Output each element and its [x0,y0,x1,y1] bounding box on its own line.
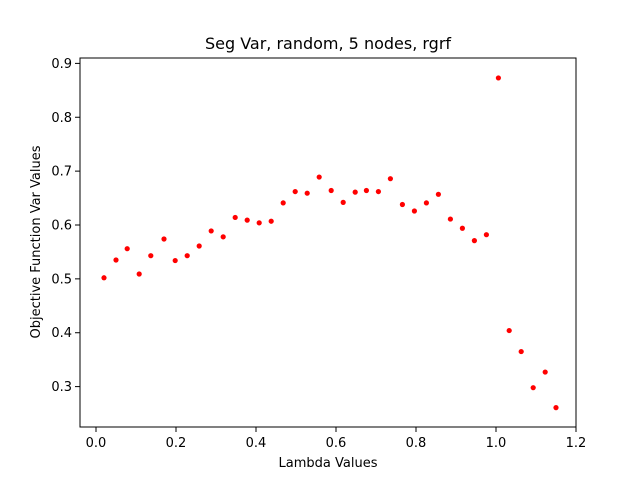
data-point [411,208,417,214]
data-point [208,228,214,234]
x-tick-label: 0.8 [406,436,427,451]
data-point [340,199,346,205]
x-tick-label: 1.0 [486,436,507,451]
data-point [232,214,238,221]
data-point [471,238,477,244]
x-tick-label: 0.6 [326,436,347,451]
y-axis: 0.3 0.4 0.5 0.6 0.7 0.8 0.9 [51,57,80,395]
data-point [244,217,250,223]
data-point [196,243,202,249]
y-tick-label: 0.7 [51,165,72,180]
data-point [495,75,501,81]
data-point [530,385,536,391]
y-tick-label: 0.6 [51,218,72,233]
x-tick-label: 0.2 [166,436,187,451]
y-tick-label: 0.3 [51,380,72,395]
x-axis: 0.0 0.2 0.4 0.6 0.8 1.0 1.2 [86,427,587,451]
data-point [172,257,178,264]
x-tick-label: 0.0 [86,436,107,451]
y-tick-label: 0.9 [51,57,72,72]
data-point [375,188,381,195]
data-points [101,75,559,411]
data-point [101,275,107,281]
data-point [136,271,142,277]
data-point [256,220,262,226]
x-tick-label: 1.2 [566,436,587,451]
data-point [352,189,358,195]
y-axis-label: Objective Function Var Values [29,145,44,338]
data-point [161,236,167,242]
data-point [459,225,465,231]
data-point [268,218,274,224]
x-tick-label: 0.4 [246,436,267,451]
data-point [553,405,559,411]
data-point [542,369,548,375]
data-point [363,187,369,194]
data-point [304,190,310,196]
data-point [124,246,130,252]
chart-title: Seg Var, random, 5 nodes, rgrf [205,34,451,53]
data-point [447,216,453,222]
data-point [292,188,298,195]
y-tick-label: 0.4 [51,326,72,341]
data-point [280,200,286,206]
data-point [399,201,405,208]
data-point [518,348,524,355]
data-point [435,191,441,197]
data-point [328,187,334,194]
data-point [423,200,429,206]
y-tick-label: 0.8 [51,111,72,126]
data-point [316,174,322,180]
data-point [506,327,512,334]
x-axis-label: Lambda Values [279,456,378,471]
y-tick-label: 0.5 [51,272,72,287]
data-point [184,253,190,259]
data-point [113,257,119,263]
data-point [483,232,489,238]
data-point [220,234,226,240]
data-point [387,176,393,182]
plot-area [79,57,577,428]
data-point [148,253,154,259]
